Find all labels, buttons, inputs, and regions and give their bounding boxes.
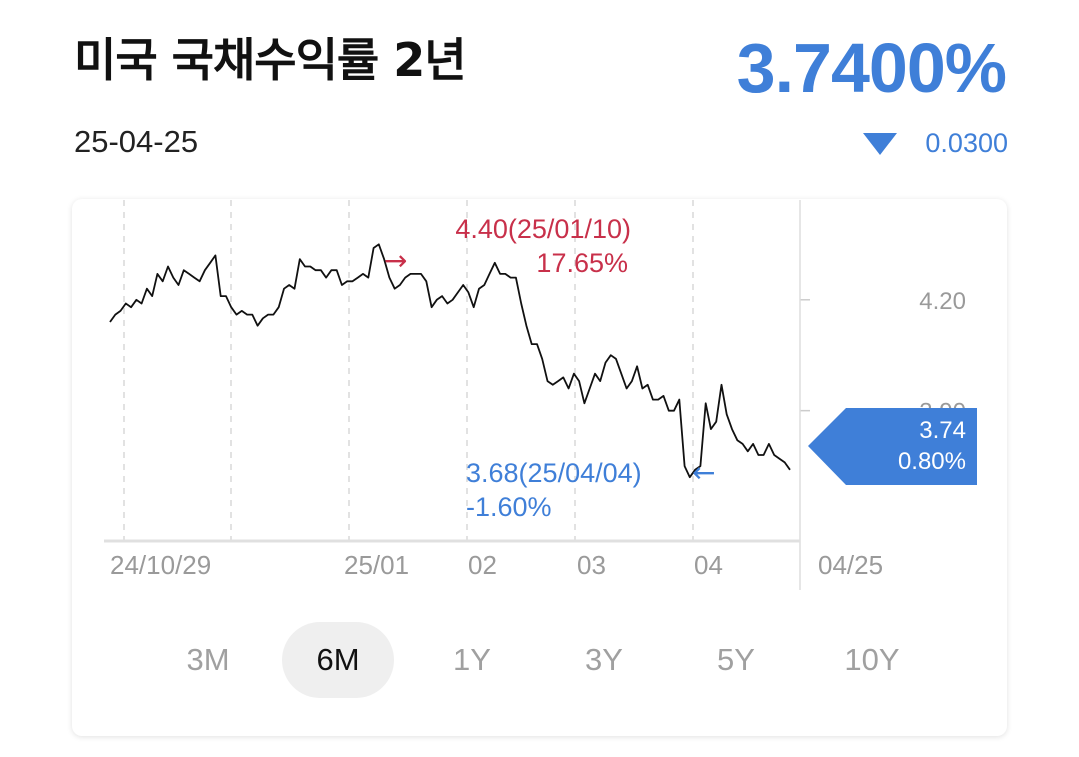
range-button-5y[interactable]: 5Y <box>717 642 755 677</box>
chart-grid <box>123 200 810 590</box>
current-value-tag-shape <box>808 408 977 485</box>
range-button-10y[interactable]: 10Y <box>844 642 900 677</box>
range-button-3y[interactable]: 3Y <box>585 642 623 677</box>
y-tick-label: 4.20 <box>919 288 966 315</box>
low-annotation: 3.68(25/04/04) ← -1.60% <box>466 456 715 522</box>
high-annotation: → 4.40(25/01/10) 17.65% <box>384 214 631 278</box>
current-pct: 0.80% <box>898 448 966 475</box>
y-axis: 4.203.90 <box>919 288 966 426</box>
x-tick-label: 25/01 <box>344 550 409 580</box>
page-title: 미국 국채수익률 2년 <box>74 33 467 87</box>
down-triangle-icon <box>863 132 898 155</box>
price-change-value: 0.0300 <box>925 128 1008 158</box>
high-label: 4.40(25/01/10) <box>455 214 631 244</box>
low-arrow: ← <box>692 456 715 489</box>
x-axis: 24/10/29 25/01 02 03 04 04/25 <box>104 539 883 580</box>
low-pct: -1.60% <box>466 492 552 522</box>
quote-date: 25-04-25 <box>74 124 199 159</box>
high-arrow: → <box>384 244 407 277</box>
current-price: 3.7400% <box>736 29 1007 107</box>
x-tick-label: 03 <box>577 550 606 580</box>
range-button-3m[interactable]: 3M <box>186 642 230 677</box>
range-button-1y[interactable]: 1Y <box>453 642 491 677</box>
current-value: 3.74 <box>919 417 966 444</box>
high-pct: 17.65% <box>536 248 628 278</box>
price-change: 0.0300 <box>863 128 1008 159</box>
series-line <box>109 243 791 479</box>
current-value-tag: 3.74 0.80% <box>808 408 977 485</box>
low-label: 3.68(25/04/04) <box>466 458 642 488</box>
x-tick-label: 02 <box>468 550 497 580</box>
x-tick-label: 04/25 <box>818 550 883 580</box>
x-tick-label: 24/10/29 <box>110 550 211 580</box>
range-selector: 3M 6M 1Y 3Y 5Y 10Y <box>140 622 940 698</box>
range-button-6m[interactable]: 6M <box>282 622 394 698</box>
x-tick-label: 04 <box>694 550 723 580</box>
